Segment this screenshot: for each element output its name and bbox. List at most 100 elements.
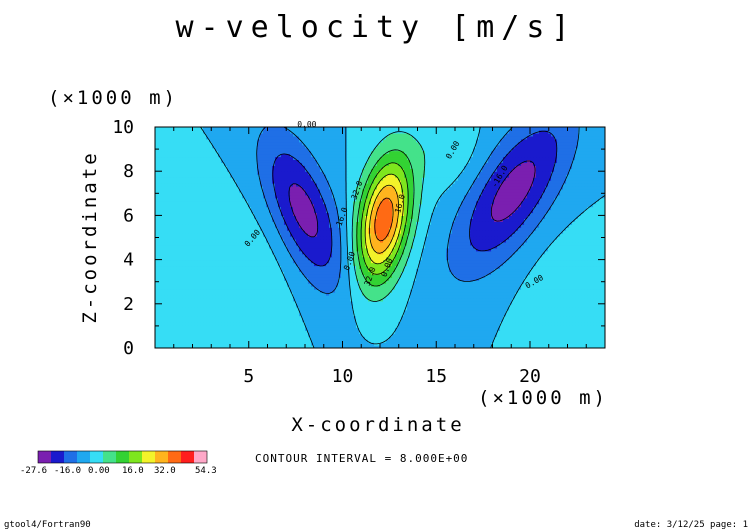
field-cell <box>236 333 240 337</box>
field-cell <box>176 327 180 331</box>
field-cell <box>212 286 216 290</box>
field-cell <box>521 294 525 299</box>
field-cell <box>344 292 348 296</box>
field-cell <box>170 300 174 305</box>
field-cell <box>155 283 159 287</box>
field-cell <box>335 303 339 308</box>
field-cell <box>395 312 399 317</box>
field-cell <box>197 312 201 317</box>
field-cell <box>197 345 201 348</box>
field-cell <box>185 300 189 305</box>
field-cell <box>512 283 516 287</box>
field-cell <box>488 286 492 290</box>
field-cell <box>191 292 195 296</box>
field-cell <box>584 312 588 317</box>
field-cell <box>368 303 372 308</box>
field-cell <box>476 306 480 311</box>
field-cell <box>560 324 564 328</box>
field-cell <box>380 303 384 308</box>
field-cell <box>380 327 384 331</box>
field-cell <box>416 315 420 320</box>
field-cell <box>263 342 267 346</box>
field-cell <box>560 289 564 293</box>
field-cell <box>506 312 510 317</box>
field-cell <box>497 292 501 296</box>
field-cell <box>254 309 258 314</box>
field-cell <box>542 294 546 299</box>
field-cell <box>563 321 567 326</box>
field-cell <box>344 289 348 293</box>
field-cell <box>470 318 474 323</box>
field-cell <box>338 321 342 326</box>
field-cell <box>215 345 219 348</box>
field-cell <box>461 286 465 290</box>
field-cell <box>557 286 561 290</box>
field-cell <box>347 289 351 293</box>
field-cell <box>446 324 450 328</box>
field-cell <box>506 324 510 328</box>
field-cell <box>464 324 468 328</box>
field-cell <box>569 303 573 308</box>
field-cell <box>458 300 462 305</box>
field-cell <box>509 306 513 311</box>
field-cell <box>158 283 162 287</box>
field-cell <box>269 345 273 348</box>
field-cell <box>191 294 195 299</box>
field-cell <box>572 318 576 323</box>
field-cell <box>392 283 396 287</box>
field-cell <box>440 303 444 308</box>
field-cell <box>272 327 276 331</box>
field-cell <box>323 333 327 337</box>
field-cell <box>323 306 327 311</box>
field-cell <box>239 336 243 340</box>
field-cell <box>527 336 531 340</box>
field-cell <box>329 327 333 331</box>
field-cell <box>500 330 504 334</box>
field-cell <box>188 345 192 348</box>
field-cell <box>395 292 399 296</box>
field-cell <box>479 324 483 328</box>
field-cell <box>359 330 363 334</box>
field-cell <box>422 345 426 348</box>
field-cell <box>200 342 204 346</box>
field-cell <box>503 286 507 290</box>
field-cell <box>521 303 525 308</box>
field-cell <box>398 336 402 340</box>
field-cell <box>317 300 321 305</box>
field-cell <box>533 312 537 317</box>
field-cell <box>515 309 519 314</box>
field-cell <box>485 327 489 331</box>
field-cell <box>602 289 605 293</box>
field-cell <box>578 303 582 308</box>
field-cell <box>467 297 471 302</box>
field-cell <box>527 283 531 287</box>
field-cell <box>443 342 447 346</box>
field-cell <box>212 321 216 326</box>
field-cell <box>239 339 243 343</box>
field-cell <box>485 283 489 287</box>
field-cell <box>572 297 576 302</box>
field-cell <box>368 327 372 331</box>
field-cell <box>461 327 465 331</box>
field-cell <box>290 300 294 305</box>
field-cell <box>440 321 444 326</box>
field-cell <box>575 286 579 290</box>
field-cell <box>197 321 201 326</box>
field-cell <box>359 336 363 340</box>
field-cell <box>293 336 297 340</box>
field-cell <box>182 292 186 296</box>
field-cell <box>521 345 525 348</box>
field-cell <box>170 336 174 340</box>
field-cell <box>596 318 600 323</box>
field-cell <box>185 303 189 308</box>
field-cell <box>602 286 605 290</box>
field-cell <box>206 294 210 299</box>
field-cell <box>578 324 582 328</box>
field-cell <box>428 300 432 305</box>
field-cell <box>260 289 264 293</box>
field-cell <box>179 315 183 320</box>
field-cell <box>413 294 417 299</box>
field-cell <box>383 342 387 346</box>
field-cell <box>458 324 462 328</box>
field-cell <box>596 324 600 328</box>
